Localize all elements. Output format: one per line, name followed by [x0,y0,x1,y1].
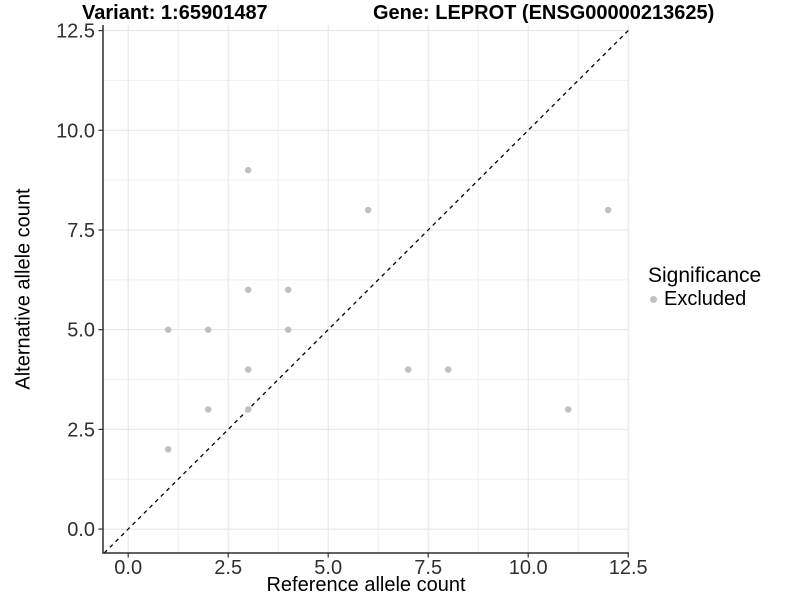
data-point [285,286,292,293]
data-point [205,406,212,413]
data-point [605,206,612,214]
x-tick-label: 0.0 [114,557,142,579]
data-point [205,326,212,333]
legend-item-label: Excluded [664,288,747,310]
x-tick-label: 12.5 [609,557,648,579]
data-point [405,366,412,373]
plot-title-variant: Variant: 1:65901487 [82,2,268,24]
y-axis-title: Alternative allele count [12,188,35,390]
tick-marks [98,29,629,558]
data-point [245,286,252,293]
data-point [285,326,292,333]
identity-line [103,29,629,553]
data-point [565,406,572,413]
plot-title-gene: Gene: LEPROT (ENSG00000213625) [373,2,715,24]
axes [102,25,629,554]
legend: Significance Excluded [648,264,761,311]
data-point [245,366,252,373]
x-tick-label: 7.5 [414,557,442,579]
legend-title: Significance [648,264,762,287]
y-tick-label: 7.5 [67,220,95,242]
data-points [165,166,612,453]
y-tick-label: 10.0 [56,120,95,142]
data-point [365,206,372,214]
data-point [245,406,252,413]
x-tick-label: 5.0 [314,557,342,579]
y-tick-label: 12.5 [56,21,95,43]
y-tick-label: 0.0 [67,519,95,541]
x-tick-label: 2.5 [214,557,242,579]
data-point [165,326,172,333]
excluded-point-swatch [650,296,657,303]
tick-labels: 0.0 2.5 5.0 7.5 10.0 12.5 0.0 2.5 5.0 7.5 10.0 12.5 [56,21,648,579]
legend-item-excluded: Excluded [648,288,761,311]
y-tick-label: 5.0 [67,320,95,342]
data-point [445,366,452,373]
grid-minor [103,25,629,553]
x-tick-label: 10.0 [509,557,548,579]
y-tick-label: 2.5 [67,419,95,441]
data-point [165,446,172,453]
x-axis-title: Reference allele count [266,574,466,596]
grid-major [103,25,629,553]
data-point [245,166,252,174]
